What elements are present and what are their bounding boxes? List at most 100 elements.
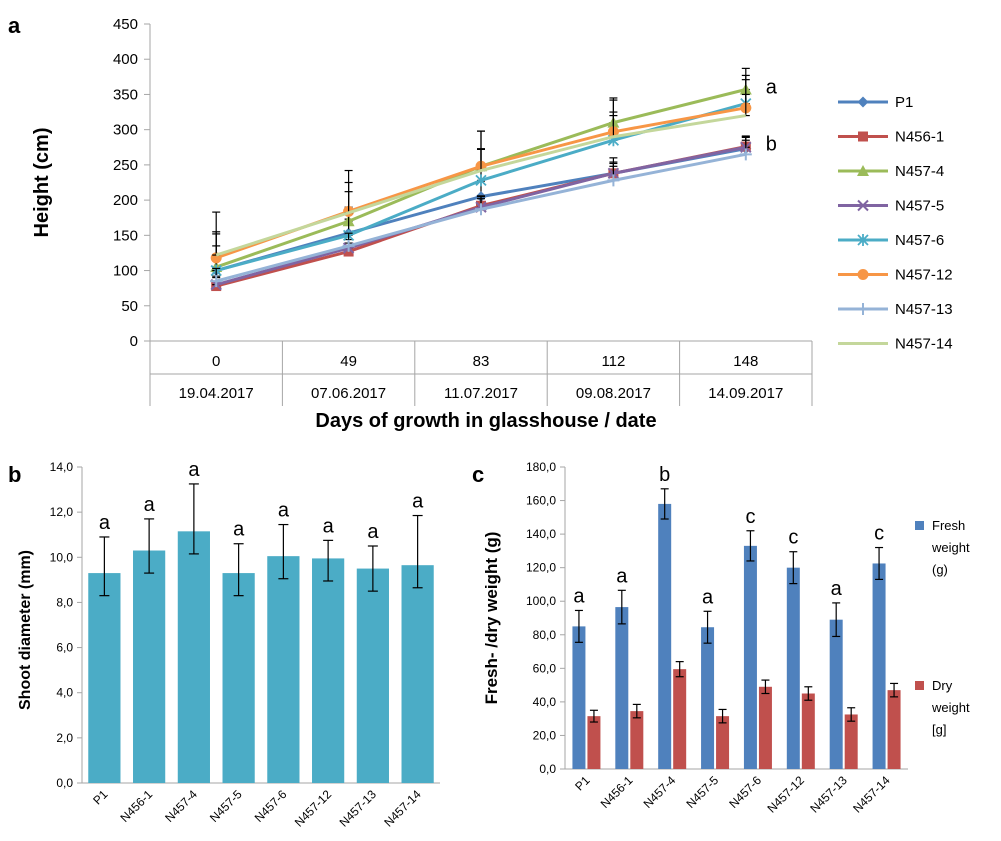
legend-label: (g): [932, 562, 948, 577]
y-tick-label: 6,0: [56, 641, 73, 655]
significance-letter: a: [99, 512, 111, 534]
error-bar-N457-13: [367, 545, 378, 592]
bar-P1: [88, 573, 121, 783]
y-tick-label: 100,0: [526, 594, 556, 608]
significance-letter: a: [616, 565, 628, 587]
error-bar-dry-N457-4: [675, 661, 684, 678]
bar-N457-13: [356, 568, 389, 783]
x-tick-label: 0: [212, 353, 220, 370]
y-tick-label: 300: [113, 122, 138, 139]
error-bar-dry-N456-1: [632, 703, 641, 719]
x-axis-title: Days of growth in glasshouse / date: [315, 410, 656, 432]
bar-dry-N457-12: [801, 693, 815, 769]
significance-letter: c: [874, 523, 884, 545]
y-tick-label: 4,0: [56, 686, 73, 700]
y-tick-label: 150: [113, 227, 138, 244]
x-tick-label: N457-6: [252, 787, 290, 825]
y-tick-label: 160,0: [526, 494, 556, 508]
y-axis-title: Shoot diameter (mm): [17, 550, 34, 710]
x-tick-label: N456-1: [598, 773, 636, 811]
legend-swatch-0: [915, 521, 924, 530]
error-bar-fresh-N457-6: [746, 530, 755, 562]
significance-letter: b: [659, 464, 670, 486]
significance-letter: a: [233, 519, 245, 541]
error-bar-dry-N457-13: [847, 707, 856, 722]
panel-c-label: c: [472, 462, 484, 487]
bar-fresh-N457-12: [786, 567, 800, 769]
error-bar-N457-4: [188, 483, 199, 555]
x-date-label: 14.09.2017: [708, 385, 783, 402]
point-N457-13-2: [475, 203, 487, 216]
bar-dry-N457-5: [716, 716, 730, 769]
y-tick-label: 2,0: [56, 731, 73, 745]
bar-dry-N457-6: [758, 686, 772, 769]
legend-label: [g]: [932, 722, 946, 737]
x-tick-label: N457-4: [162, 787, 200, 825]
x-tick-label: N456-1: [118, 787, 156, 825]
error-bar-fresh-N457-12: [789, 551, 798, 585]
significance-letter: a: [188, 459, 200, 481]
error-bar-dry-N457-12: [804, 686, 813, 701]
point-N457-13-4: [739, 148, 752, 161]
legend-marker-N457-4: [857, 165, 869, 176]
x-tick-label: N457-4: [641, 773, 679, 811]
panel-b-label: b: [8, 462, 21, 487]
significance-letter: c: [745, 506, 755, 528]
error-bar-fresh-N457-4: [660, 488, 669, 520]
legend-label: N456-1: [895, 129, 944, 146]
y-tick-label: 12,0: [50, 505, 74, 519]
y-tick-label: 50: [121, 298, 138, 315]
y-axis-title: Fresh- /dry weight (g): [482, 532, 501, 705]
significance-letter: c: [788, 527, 798, 549]
error-bar-P1: [99, 536, 110, 597]
y-tick-label: 140,0: [526, 527, 556, 541]
y-tick-label: 0: [130, 333, 138, 350]
significance-letter: a: [702, 586, 714, 608]
legend-marker-N457-12: [857, 269, 869, 280]
x-tick-label: 148: [733, 353, 758, 370]
legend-label: Fresh: [932, 518, 965, 533]
y-tick-label: 60,0: [533, 661, 557, 675]
series-N457-6: [210, 74, 752, 277]
bar-dry-N456-1: [630, 711, 644, 769]
legend-label: N457-14: [895, 336, 953, 353]
legend-marker-P1: [857, 96, 869, 108]
bar-fresh-N457-14: [872, 563, 886, 769]
chart-b-shoot-diameter: 0,0 2,0 4,0 6,0 8,0 10,0 12,0 14,0 Shoot diamete…: [17, 459, 440, 830]
y-tick-label: 80,0: [533, 628, 557, 642]
error-bar-N456-1: [144, 518, 155, 574]
error-bar-N457-14: [412, 514, 423, 589]
y-tick-label: 350: [113, 86, 138, 103]
bar-N457-14: [401, 565, 434, 783]
legend: Fresh weight (g) Dry weight [g]: [915, 518, 970, 737]
y-tick-label: 20,0: [533, 728, 557, 742]
error-bar-dry-N457-14: [890, 682, 899, 698]
error-bar-dry-N457-5: [718, 708, 727, 724]
y-tick-label: 40,0: [533, 695, 557, 709]
series-N457-13: [210, 139, 752, 288]
x-date-label: 19.04.2017: [179, 385, 254, 402]
error-bar-fresh-N457-13: [832, 602, 841, 638]
bar-N457-6: [267, 556, 300, 783]
bar-fresh-N457-4: [658, 503, 672, 769]
bar-N457-5: [222, 573, 255, 783]
significance-letter: a: [766, 77, 778, 99]
bar-N456-1: [133, 550, 166, 783]
significance-letter: a: [573, 585, 585, 607]
error-bar-N457-14-0: [212, 233, 221, 256]
x-date-label: 09.08.2017: [576, 385, 651, 402]
line-N457-14: [215, 114, 747, 257]
point-N457-6-2: [475, 174, 487, 187]
y-tick-label: 180,0: [526, 460, 556, 474]
bar-fresh-N457-5: [701, 627, 715, 769]
legend: P1 N456-1 N457-4 N457-5 N457-6 N457-12 N457-13…: [838, 94, 953, 353]
legend-marker-N457-6: [857, 234, 869, 246]
y-tick-label: 0,0: [539, 762, 556, 776]
bar-fresh-N457-13: [829, 619, 843, 769]
chart-c-weight: 0,0 20,0 40,0 60,0 80,0 100,0 120,0 140,0 160,0 1…: [482, 460, 970, 816]
y-tick-label: 8,0: [56, 595, 73, 609]
bar-fresh-P1: [572, 626, 586, 769]
error-bar-fresh-P1: [574, 609, 583, 643]
y-tick-label: 400: [113, 51, 138, 68]
x-tick-label: N457-5: [683, 773, 721, 811]
